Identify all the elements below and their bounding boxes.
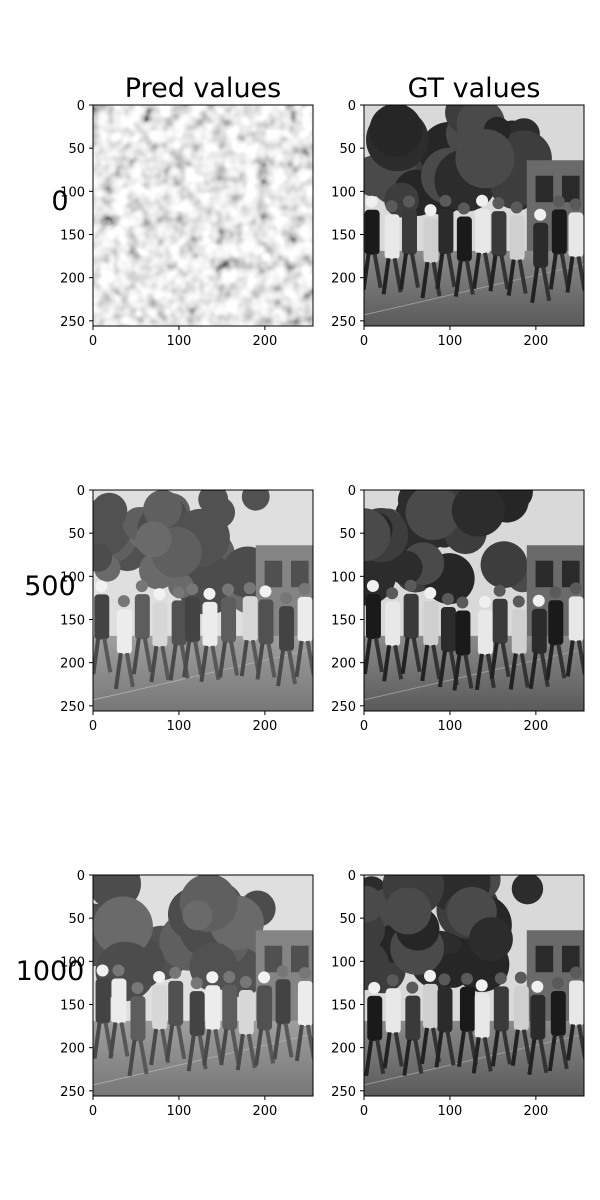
x-tick-label: 0	[89, 719, 97, 734]
x-tick-label: 100	[438, 1104, 463, 1119]
y-tick-label: 50	[339, 912, 356, 927]
x-tick-label: 200	[252, 719, 277, 734]
y-tick-label: 200	[60, 1042, 85, 1057]
row-label: 1000	[16, 956, 85, 987]
x-tick-label: 100	[167, 719, 192, 734]
y-tick-label: 150	[60, 613, 85, 628]
y-tick-label: 100	[331, 570, 356, 585]
x-tick-label: 0	[89, 1104, 97, 1119]
column-title: GT values	[408, 73, 541, 104]
axes-frame	[363, 489, 585, 712]
image-panel: 0 100 200 0 50 100 150 200 250	[331, 869, 585, 1119]
y-tick-label: 150	[60, 228, 85, 243]
x-tick-label: 100	[438, 334, 463, 349]
x-tick-label: 0	[360, 1104, 368, 1119]
y-tick-label: 0	[348, 869, 356, 884]
axes-frame	[363, 874, 585, 1097]
x-tick-label: 200	[523, 334, 548, 349]
axes-frame	[363, 104, 585, 327]
x-tick-label: 100	[438, 719, 463, 734]
image-panel: 0 100 200 0 50 100 150 200 250	[60, 484, 314, 734]
x-tick-label: 0	[360, 334, 368, 349]
y-tick-label: 100	[60, 570, 85, 585]
y-tick-label: 50	[339, 142, 356, 157]
y-tick-label: 250	[60, 315, 85, 330]
y-tick-label: 0	[77, 869, 85, 884]
axes-frame	[92, 874, 314, 1097]
y-tick-label: 100	[331, 185, 356, 200]
x-tick-label: 0	[360, 719, 368, 734]
y-tick-label: 50	[68, 142, 85, 157]
y-tick-label: 0	[348, 484, 356, 499]
y-tick-label: 50	[339, 527, 356, 542]
y-tick-label: 250	[60, 700, 85, 715]
x-tick-label: 200	[252, 1104, 277, 1119]
image-panel: 0 100 200 0 50 100 150 200 250	[331, 484, 585, 734]
y-tick-label: 50	[68, 527, 85, 542]
y-tick-label: 150	[331, 998, 356, 1013]
y-tick-label: 50	[68, 912, 85, 927]
y-tick-label: 150	[60, 998, 85, 1013]
y-tick-label: 200	[60, 657, 85, 672]
y-tick-label: 0	[348, 99, 356, 114]
y-tick-label: 0	[77, 484, 85, 499]
image-panel: 0 100 200 0 50 100 150 200 250	[60, 869, 314, 1119]
x-tick-label: 200	[252, 334, 277, 349]
y-tick-label: 150	[331, 228, 356, 243]
axes-frame	[92, 104, 314, 327]
y-tick-label: 100	[60, 185, 85, 200]
y-tick-label: 100	[331, 955, 356, 970]
y-tick-label: 250	[331, 315, 356, 330]
y-tick-label: 100	[60, 955, 85, 970]
x-tick-label: 0	[89, 334, 97, 349]
y-tick-label: 250	[331, 700, 356, 715]
x-tick-label: 200	[523, 719, 548, 734]
row-label: 500	[24, 571, 76, 602]
y-tick-label: 150	[331, 613, 356, 628]
y-tick-label: 200	[331, 1042, 356, 1057]
x-tick-label: 100	[167, 334, 192, 349]
y-tick-label: 200	[331, 657, 356, 672]
y-tick-label: 200	[60, 272, 85, 287]
y-tick-label: 0	[77, 99, 85, 114]
y-tick-label: 250	[60, 1085, 85, 1100]
image-panel: 0 100 200 0 50 100 150 200 250	[331, 99, 585, 349]
axes-frame	[92, 489, 314, 712]
y-tick-label: 200	[331, 272, 356, 287]
x-tick-label: 200	[523, 1104, 548, 1119]
panels-group: 0 100 200 0 50 100 150 200 250 0 100 200 0 50 100 150 20…	[60, 99, 585, 1119]
x-tick-label: 100	[167, 1104, 192, 1119]
column-title: Pred values	[125, 73, 281, 104]
image-panel: 0 100 200 0 50 100 150 200 250	[60, 99, 314, 349]
row-label: 0	[51, 186, 68, 217]
y-tick-label: 250	[331, 1085, 356, 1100]
